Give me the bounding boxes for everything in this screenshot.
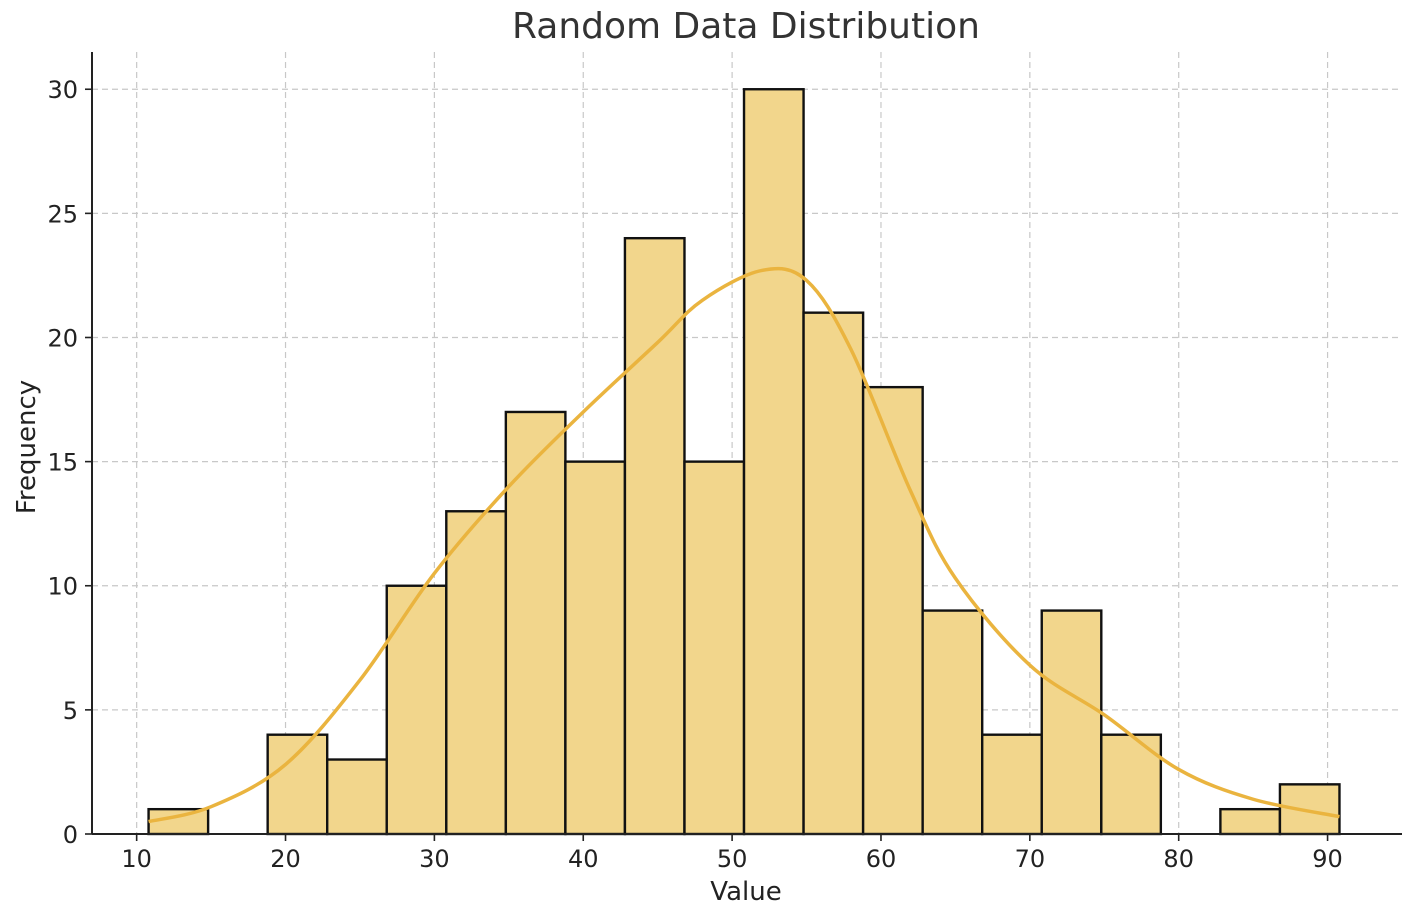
histogram-bar-14: [981, 733, 1043, 836]
x-tick-label-90: 90: [1312, 845, 1343, 873]
x-tick-label-20: 20: [270, 845, 301, 873]
histogram-bar-8: [623, 236, 686, 836]
histogram-bar-15: [1040, 609, 1103, 836]
y-tick-label-5: 5: [63, 697, 78, 725]
y-tick-label-0: 0: [63, 821, 78, 849]
histogram-bar-13: [921, 609, 984, 836]
histogram-bar-9: [683, 460, 746, 836]
axes-layer: [91, 52, 1402, 835]
histogram-bar-12: [861, 385, 924, 836]
x-tick-label-30: 30: [419, 845, 450, 873]
y-axis-label: Frequency: [12, 380, 42, 514]
histogram-bar-18: [1219, 807, 1282, 836]
x-tick-label-50: 50: [717, 845, 748, 873]
histogram-bar-4: [385, 584, 448, 836]
histogram-bar-10: [742, 88, 805, 836]
histogram-bar-5: [445, 510, 508, 836]
histogram-bar-6: [504, 410, 567, 836]
y-tick-label-10: 10: [47, 573, 78, 601]
y-tick-label-25: 25: [47, 200, 78, 228]
histogram-bar-2: [266, 733, 329, 836]
chart-title: Random Data Distribution: [512, 6, 980, 47]
ticks-layer: 10 20 30 40 50 60 70 80 90 0 5 10 15 20 25 30: [47, 76, 1342, 873]
kde-layer: [148, 266, 1340, 824]
x-tick-label-80: 80: [1163, 845, 1194, 873]
x-tick-label-10: 10: [121, 845, 152, 873]
x-tick-label-70: 70: [1015, 845, 1046, 873]
y-tick-label-30: 30: [47, 76, 78, 104]
histogram-bar-0: [147, 807, 210, 836]
histogram-bar-11: [802, 311, 865, 836]
histogram-bar-7: [564, 460, 627, 836]
y-tick-label-20: 20: [47, 324, 78, 352]
y-tick-label-15: 15: [47, 449, 78, 477]
x-tick-label-40: 40: [568, 845, 599, 873]
x-tick-label-60: 60: [866, 845, 897, 873]
kde-curve: [148, 266, 1340, 824]
x-axis-label: Value: [710, 877, 781, 907]
histogram-bar-3: [326, 758, 388, 836]
